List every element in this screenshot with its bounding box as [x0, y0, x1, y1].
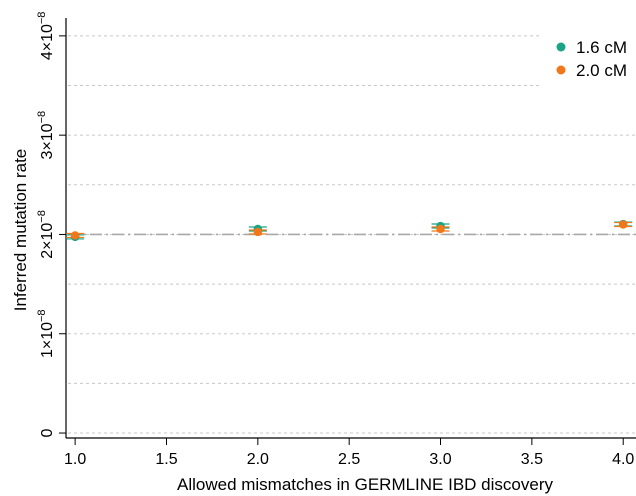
- legend-layer: 1.6 cM 2.0 cM: [540, 28, 636, 86]
- data-point: [619, 220, 628, 229]
- y-tick-label: 3×10−8: [36, 111, 56, 160]
- y-axis-label: Inferred mutation rate: [11, 149, 30, 312]
- x-axis-label: Allowed mismatches in GERMLINE IBD disco…: [177, 475, 554, 494]
- x-tick-label: 1.0: [64, 451, 86, 468]
- legend-label: 2.0 cM: [576, 61, 627, 80]
- legend-label: 1.6 cM: [576, 38, 627, 57]
- data-point: [436, 224, 445, 234]
- y-tick-label: 0: [39, 428, 56, 437]
- marks-layer: [66, 219, 633, 242]
- y-tick-label: 4×10−8: [36, 12, 56, 61]
- axes-layer: 1.0 1.5 2.0 2.5 3.0 3.5 4.0 0 1×10−8 2×10−8 3×10−8…: [36, 12, 636, 468]
- grid-layer: [68, 35, 636, 434]
- legend-box: [540, 28, 636, 86]
- x-tick-label: 4.0: [612, 451, 634, 468]
- data-point: [70, 231, 80, 240]
- x-tick-label: 3.5: [521, 451, 543, 468]
- data-point: [253, 227, 263, 237]
- x-tick-label: 1.5: [155, 451, 177, 468]
- x-tick-label: 2.0: [247, 451, 269, 468]
- x-tick-label: 3.0: [429, 451, 451, 468]
- y-tick-label: 1×10−8: [36, 309, 56, 358]
- legend-marker: [556, 42, 566, 52]
- y-tick-label: 2×10−8: [36, 210, 56, 259]
- legend-marker: [556, 65, 566, 75]
- x-tick-label: 2.5: [338, 451, 360, 468]
